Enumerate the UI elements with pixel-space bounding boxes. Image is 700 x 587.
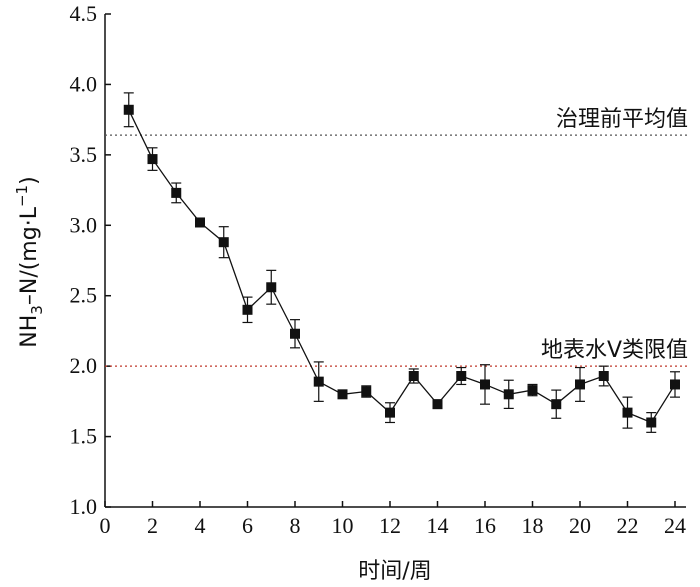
data-point	[646, 417, 657, 428]
data-point	[313, 376, 324, 387]
data-point	[551, 399, 562, 410]
x-tick-label: 8	[290, 513, 301, 538]
y-axis-title-end: )	[17, 176, 42, 185]
data-point	[456, 371, 467, 382]
y-axis-title-sub: 3	[28, 305, 46, 315]
data-point	[171, 187, 182, 198]
data-point	[622, 407, 633, 418]
data-point	[503, 389, 514, 400]
reference-line-label: 治理前平均值	[556, 107, 688, 132]
x-ticks: 0 2 4 6 8 10 12 14 16 18 20 22 24	[100, 501, 686, 538]
reference-line-label: 地表水V类限值	[541, 338, 688, 363]
data-point	[480, 379, 490, 390]
data-point	[147, 154, 158, 165]
data-point	[385, 407, 395, 418]
y-tick-label: 2.5	[70, 283, 98, 308]
data-point	[195, 217, 205, 228]
data-point	[408, 371, 419, 382]
data-point	[266, 282, 277, 293]
x-tick-label: 14	[427, 513, 449, 538]
data-series	[123, 92, 680, 433]
y-ticks: 1.0 1.5 2.0 2.5 3.0 3.5 4.0 4.5	[70, 1, 111, 519]
y-tick-label: 2.0	[70, 353, 98, 378]
data-point	[242, 304, 253, 315]
axes	[104, 14, 686, 508]
data-point	[218, 237, 229, 248]
y-tick-label: 3.5	[70, 142, 98, 167]
data-point	[598, 371, 609, 382]
x-tick-label: 12	[379, 513, 401, 538]
data-point	[361, 386, 372, 397]
x-tick-label: 18	[522, 513, 544, 538]
x-tick-label: 6	[242, 513, 253, 538]
x-tick-label: 16	[474, 513, 496, 538]
y-axis-title-sup: −1	[13, 185, 31, 207]
y-tick-label: 3.0	[70, 212, 98, 237]
y-axis-title: NH3–N/(mg·L−1)	[13, 176, 46, 347]
x-tick-label: 0	[100, 513, 111, 538]
y-tick-label: 4.5	[70, 1, 98, 26]
x-tick-label: 22	[617, 513, 639, 538]
data-point	[337, 389, 348, 400]
x-tick-label: 20	[569, 513, 591, 538]
x-tick-label: 2	[147, 513, 158, 538]
data-point	[123, 104, 134, 115]
y-tick-label: 4.0	[70, 71, 98, 96]
y-axis-title-mid: –N/(mg·L	[17, 206, 42, 305]
data-point	[670, 379, 680, 390]
series-line	[128, 109, 676, 424]
y-tick-label: 1.5	[70, 424, 98, 449]
x-tick-label: 24	[664, 513, 686, 538]
y-tick-label: 1.0	[70, 494, 98, 519]
x-tick-label: 10	[332, 513, 354, 538]
data-point	[290, 328, 300, 339]
x-tick-label: 4	[195, 513, 206, 538]
y-axis-title-main: NH	[17, 315, 42, 348]
y-axis-title-group: NH3–N/(mg·L−1)	[13, 176, 46, 347]
data-point	[527, 385, 538, 396]
x-axis-title: 时间/周	[358, 559, 431, 584]
data-point	[432, 399, 443, 410]
data-point	[575, 379, 585, 390]
